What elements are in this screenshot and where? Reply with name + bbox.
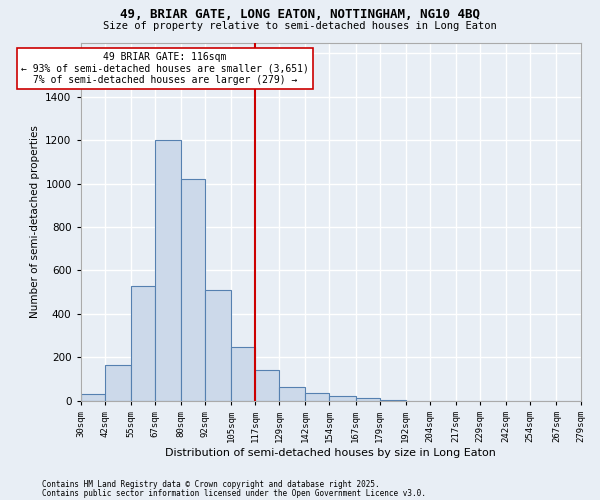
Bar (181, 180, 205, 400)
Text: Contains public sector information licensed under the Open Government Licence v3: Contains public sector information licen… (42, 488, 426, 498)
X-axis label: Distribution of semi-detached houses by size in Long Eaton: Distribution of semi-detached houses by … (165, 448, 496, 458)
Text: Contains HM Land Registry data © Crown copyright and database right 2025.: Contains HM Land Registry data © Crown c… (42, 480, 380, 489)
Bar (104, 365, 131, 400)
Bar (80, 394, 104, 400)
Text: 49, BRIAR GATE, LONG EATON, NOTTINGHAM, NG10 4BQ: 49, BRIAR GATE, LONG EATON, NOTTINGHAM, … (120, 8, 480, 20)
Bar (356, 398, 380, 400)
Bar (329, 396, 356, 400)
Y-axis label: Number of semi-detached properties: Number of semi-detached properties (29, 125, 40, 318)
Text: Size of property relative to semi-detached houses in Long Eaton: Size of property relative to semi-detach… (103, 21, 497, 31)
Bar (231, 348, 255, 401)
Text: 49 BRIAR GATE: 116sqm
← 93% of semi-detached houses are smaller (3,651)
7% of se: 49 BRIAR GATE: 116sqm ← 93% of semi-deta… (21, 52, 309, 85)
Bar (255, 370, 279, 400)
Bar (131, 286, 155, 401)
Bar (205, 290, 231, 401)
Bar (305, 393, 329, 400)
Bar (279, 386, 305, 400)
Bar (155, 140, 181, 400)
